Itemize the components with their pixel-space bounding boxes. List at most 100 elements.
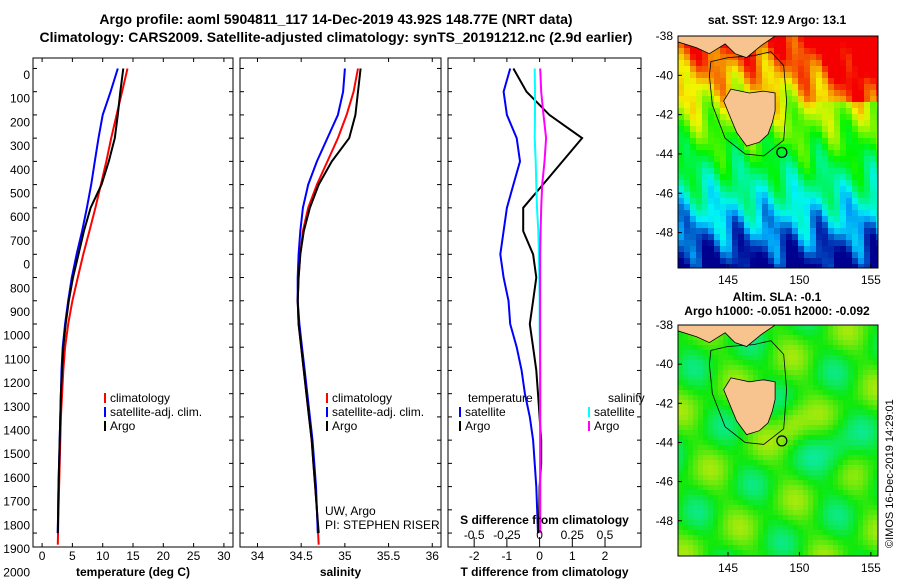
map-cell <box>823 465 829 471</box>
map-cell <box>750 234 757 241</box>
map-cell <box>684 72 691 79</box>
map-cell <box>763 480 769 486</box>
map-cell <box>688 370 694 376</box>
map-cell <box>708 360 714 366</box>
map-cell <box>728 430 734 436</box>
map-cell <box>846 120 853 127</box>
map-cell <box>786 96 793 103</box>
map-cell <box>718 450 724 456</box>
map-cell <box>713 375 719 381</box>
map-cell <box>778 525 784 531</box>
map-cell <box>768 240 775 247</box>
map-cell <box>732 162 739 169</box>
map-cell <box>848 450 854 456</box>
map-cell <box>848 390 854 396</box>
map-cell <box>848 365 854 371</box>
map-cell <box>774 102 781 109</box>
map-cell <box>768 156 775 163</box>
map-cell <box>696 78 703 85</box>
map-cell <box>864 162 871 169</box>
map-cell <box>708 72 715 79</box>
map-cell <box>864 228 871 235</box>
map-cell <box>788 355 794 361</box>
map-cell <box>823 425 829 431</box>
map-cell <box>813 505 819 511</box>
map-cell <box>684 222 691 229</box>
map-cell <box>773 485 779 491</box>
map-cell <box>718 340 724 346</box>
map-cell <box>718 425 724 431</box>
map-cell <box>840 66 847 73</box>
map-cell <box>823 395 829 401</box>
map-cell <box>818 485 824 491</box>
y-tick-label: 500 <box>10 187 30 201</box>
map-cell <box>868 495 874 501</box>
map-cell <box>798 84 805 91</box>
map-cell <box>780 90 787 97</box>
map-cell <box>788 430 794 436</box>
map-cell <box>678 192 685 199</box>
map-cell <box>688 535 694 541</box>
map-cell <box>793 375 799 381</box>
map-cell <box>738 198 745 205</box>
map-cell <box>863 365 869 371</box>
map-cell <box>683 500 689 506</box>
map-cell <box>873 515 878 521</box>
map-cell <box>768 355 774 361</box>
map-cell <box>863 415 869 421</box>
map-cell <box>804 132 811 139</box>
map-cell <box>683 475 689 481</box>
map-cell <box>853 515 859 521</box>
map-cell <box>828 370 834 376</box>
map-cell <box>828 540 834 546</box>
map-cell <box>708 480 714 486</box>
map-cell <box>876 258 878 265</box>
map-cell <box>810 174 817 181</box>
map-cell <box>843 480 849 486</box>
map-cell <box>858 395 864 401</box>
map-cell <box>792 186 799 193</box>
map-cell <box>813 455 819 461</box>
map-cell <box>788 550 794 556</box>
map-cell <box>803 550 809 556</box>
map-cell <box>713 395 719 401</box>
map-cell <box>852 198 859 205</box>
y-tick-label: 1700 <box>3 495 30 509</box>
map-cell <box>868 545 874 551</box>
map-cell <box>732 84 739 91</box>
map-cell <box>728 410 734 416</box>
map-cell <box>808 420 814 426</box>
map-cell <box>703 470 709 476</box>
map-cell <box>798 72 805 79</box>
map-cell <box>690 168 697 175</box>
map-cell <box>748 475 754 481</box>
map-cell <box>822 60 829 67</box>
map-cell <box>713 365 719 371</box>
map-cell <box>843 500 849 506</box>
map-cell <box>846 126 853 133</box>
map-cell <box>780 204 787 211</box>
map-cell <box>683 520 689 526</box>
map-cell <box>683 375 689 381</box>
map-cell <box>723 475 729 481</box>
map-cell <box>810 180 817 187</box>
map-cell <box>863 470 869 476</box>
map-cell <box>783 325 789 331</box>
map-cell <box>708 420 714 426</box>
map-cell <box>818 440 824 446</box>
map-cell <box>870 72 877 79</box>
map-cell <box>876 186 878 193</box>
map-cell <box>768 54 775 61</box>
map-cell <box>750 60 757 67</box>
map-cell <box>690 156 697 163</box>
map-cell <box>708 252 715 259</box>
map-cell <box>758 335 764 341</box>
map-cell <box>780 54 787 61</box>
map-cell <box>732 66 739 73</box>
map-cell <box>863 430 869 436</box>
map-cell <box>768 168 775 175</box>
map-cell <box>733 510 739 516</box>
map-cell <box>852 90 859 97</box>
map-cell <box>813 325 819 331</box>
map-cell <box>773 405 779 411</box>
